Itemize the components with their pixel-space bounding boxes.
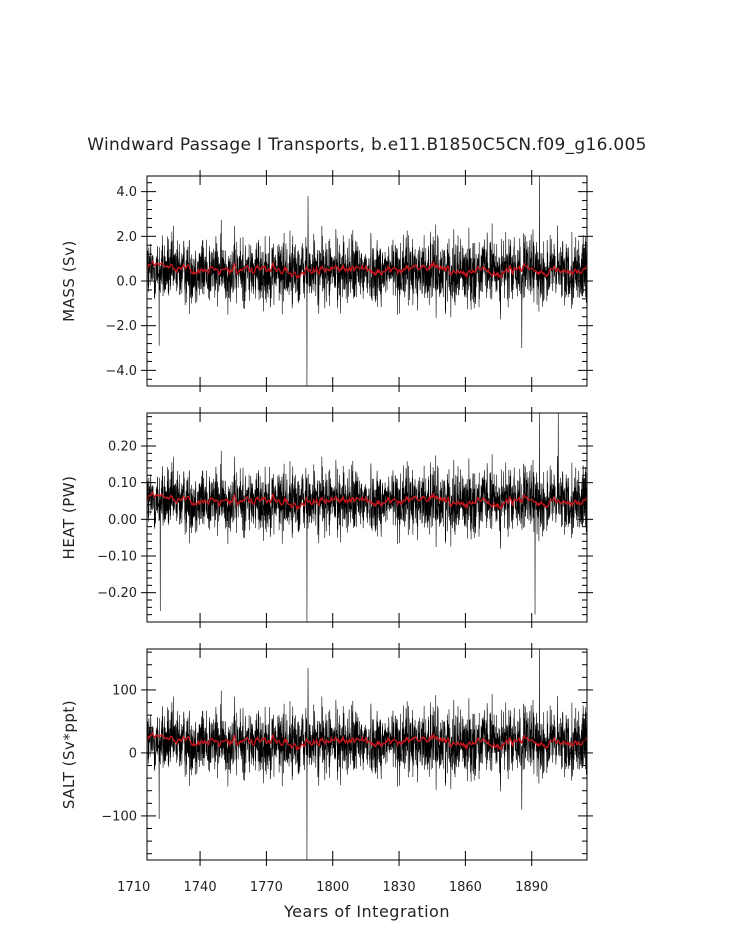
- y-tick-label: −2.0: [105, 319, 137, 334]
- raw-series-line: [146, 175, 588, 387]
- y-tick-label: −100: [101, 809, 137, 824]
- y-axis-title: MASS (Sv): [60, 240, 78, 322]
- smoothed-series-line: [146, 731, 588, 751]
- x-axis-labels: 1710 1740 1770 1800 1830 1860 1890: [117, 880, 548, 895]
- x-axis-title: Years of Integration: [283, 902, 450, 921]
- chart-title: Windward Passage I Transports, b.e11.B18…: [87, 135, 647, 155]
- y-tick-label: −4.0: [105, 364, 137, 379]
- y-axis-title: SALT (Sv*ppt): [60, 700, 78, 809]
- panel-2: 0.20 0.10 0.00 −0.10 −0.20 HEAT (PW): [60, 407, 593, 628]
- y-tick-label: 0.10: [108, 476, 137, 491]
- y-tick-label: −0.20: [97, 586, 137, 601]
- y-tick-label: 4.0: [116, 185, 137, 200]
- smoothed-series-line: [146, 490, 588, 510]
- x-tick-label: 1740: [184, 880, 217, 895]
- y-tick-label: 0.00: [108, 513, 137, 528]
- panels-group: 4.0 2.0 0.0 −2.0 −4.0 MASS (Sv) 0.20 0.10 0.00 −0…: [60, 170, 593, 866]
- x-tick-label: 1860: [449, 880, 482, 895]
- y-tick-label: 2.0: [116, 230, 137, 245]
- panel-3: 100 0 −100 SALT (Sv*ppt): [60, 643, 593, 866]
- panel-frame: [146, 412, 588, 623]
- y-tick-label: 0.0: [116, 275, 137, 290]
- x-tick-label: 1710: [117, 880, 150, 895]
- raw-series-line: [146, 412, 588, 623]
- y-tick-label: 0: [129, 746, 137, 761]
- panel-1: 4.0 2.0 0.0 −2.0 −4.0 MASS (Sv): [60, 170, 593, 392]
- y-tick-label: 100: [112, 683, 137, 698]
- x-tick-label: 1770: [250, 880, 283, 895]
- y-tick-label: −0.10: [97, 550, 137, 565]
- raw-series-line: [146, 648, 588, 861]
- x-tick-label: 1830: [383, 880, 416, 895]
- panel-frame: [146, 648, 588, 861]
- smoothed-series-line: [146, 259, 588, 279]
- y-axis-title: HEAT (PW): [60, 476, 78, 560]
- x-tick-label: 1890: [515, 880, 548, 895]
- x-tick-label: 1800: [316, 880, 349, 895]
- y-tick-label: 0.20: [108, 440, 137, 455]
